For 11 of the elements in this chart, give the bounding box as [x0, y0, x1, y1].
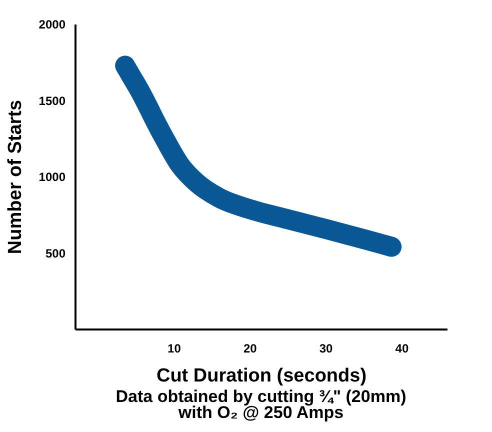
y-axis-title: Number of Starts — [4, 100, 26, 254]
x-axis-title: Cut Duration (seconds) — [156, 366, 367, 386]
y-tick-label: 1000 — [38, 170, 66, 184]
x-tick-label: 30 — [319, 342, 334, 356]
y-tick-label: 2000 — [38, 18, 66, 32]
x-tick-label: 40 — [395, 342, 409, 356]
y-tick-label: 500 — [45, 246, 66, 260]
y-tick-label: 1500 — [38, 94, 66, 108]
x-tick-label: 20 — [243, 342, 258, 356]
x-tick-label: 10 — [168, 342, 182, 356]
text: Data obtained by cutting ¾" (20mm) — [116, 387, 406, 406]
